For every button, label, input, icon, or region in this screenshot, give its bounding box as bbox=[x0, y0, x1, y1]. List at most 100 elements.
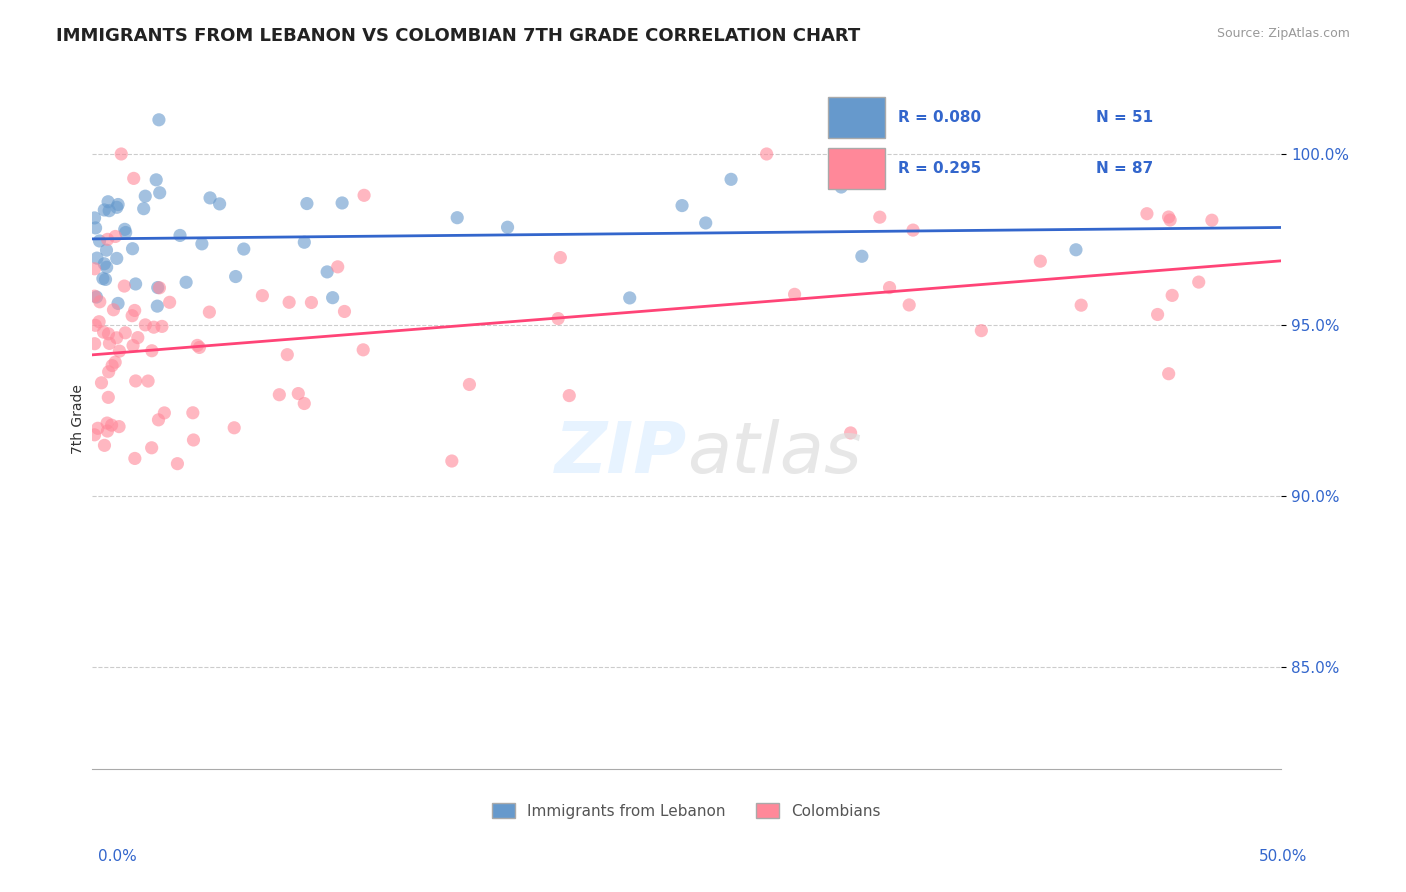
Point bbox=[186, 338, 208, 352]
Point bbox=[84, 220, 107, 235]
Point bbox=[224, 421, 246, 435]
Point bbox=[103, 302, 125, 317]
Point bbox=[141, 343, 163, 358]
Text: atlas: atlas bbox=[686, 419, 862, 489]
Point bbox=[330, 196, 353, 211]
Point bbox=[121, 309, 143, 323]
Point bbox=[97, 232, 120, 246]
Point bbox=[269, 388, 291, 402]
Point bbox=[83, 336, 105, 351]
Point bbox=[169, 228, 191, 243]
Point bbox=[108, 344, 131, 359]
Point bbox=[96, 416, 118, 430]
Point bbox=[122, 171, 145, 186]
Point bbox=[299, 295, 322, 310]
Point bbox=[114, 226, 136, 240]
Point bbox=[150, 319, 173, 334]
Point bbox=[148, 413, 170, 427]
Point bbox=[105, 331, 128, 345]
Text: 50.0%: 50.0% bbox=[1260, 849, 1308, 863]
Point bbox=[148, 281, 170, 295]
Point bbox=[98, 336, 121, 351]
Point bbox=[96, 424, 118, 438]
Point bbox=[830, 180, 852, 194]
Point bbox=[547, 311, 569, 326]
Point bbox=[1188, 275, 1211, 289]
Point bbox=[159, 295, 181, 310]
Point bbox=[84, 318, 107, 333]
Point bbox=[153, 406, 176, 420]
Point bbox=[127, 330, 149, 344]
Point bbox=[292, 235, 315, 250]
Point bbox=[108, 419, 131, 434]
Point bbox=[145, 173, 167, 187]
Point bbox=[105, 252, 128, 266]
Point bbox=[1157, 367, 1180, 381]
Point bbox=[89, 294, 111, 309]
Point bbox=[91, 271, 114, 285]
Point bbox=[122, 338, 145, 352]
Point bbox=[107, 197, 129, 211]
Point bbox=[87, 421, 110, 435]
Point bbox=[1146, 308, 1168, 322]
Point bbox=[132, 202, 155, 216]
Point bbox=[322, 291, 344, 305]
Point bbox=[104, 355, 127, 369]
Text: 0.0%: 0.0% bbox=[98, 849, 138, 863]
Point bbox=[1201, 213, 1223, 227]
Point bbox=[114, 326, 136, 340]
Point bbox=[124, 451, 146, 466]
Point bbox=[146, 299, 169, 313]
Point bbox=[87, 315, 110, 329]
Point bbox=[148, 112, 170, 127]
Point bbox=[901, 223, 924, 237]
Point bbox=[136, 374, 159, 388]
Point bbox=[104, 229, 127, 244]
Point bbox=[326, 260, 349, 274]
Point bbox=[93, 325, 115, 339]
Point bbox=[695, 216, 717, 230]
Legend: Immigrants from Lebanon, Colombians: Immigrants from Lebanon, Colombians bbox=[486, 797, 887, 825]
Point bbox=[898, 298, 921, 312]
Point bbox=[90, 376, 112, 390]
Point bbox=[101, 359, 124, 373]
Point bbox=[121, 242, 143, 256]
Point bbox=[352, 343, 374, 357]
Point bbox=[100, 418, 122, 433]
Point bbox=[278, 295, 301, 310]
Point bbox=[83, 211, 105, 225]
Point bbox=[98, 203, 121, 218]
Point bbox=[191, 236, 214, 251]
Point bbox=[1064, 243, 1087, 257]
Point bbox=[124, 374, 146, 388]
Point bbox=[869, 210, 891, 224]
Point bbox=[558, 388, 581, 402]
Text: ZIP: ZIP bbox=[554, 419, 686, 489]
Point bbox=[97, 326, 120, 341]
Point bbox=[208, 197, 231, 211]
Point bbox=[93, 257, 115, 271]
Point bbox=[183, 433, 205, 447]
Point bbox=[252, 288, 274, 302]
Point bbox=[97, 194, 120, 209]
Point bbox=[97, 365, 120, 379]
Point bbox=[124, 277, 146, 291]
Point bbox=[1157, 210, 1180, 224]
Point bbox=[276, 348, 298, 362]
Point bbox=[353, 188, 375, 202]
Point bbox=[174, 275, 197, 289]
Point bbox=[83, 289, 105, 303]
Point bbox=[292, 396, 315, 410]
Point bbox=[141, 441, 163, 455]
Point bbox=[198, 305, 221, 319]
Point bbox=[287, 386, 309, 401]
Point bbox=[970, 324, 993, 338]
Point bbox=[1029, 254, 1052, 268]
Point bbox=[550, 251, 572, 265]
Point bbox=[1070, 298, 1092, 312]
Point bbox=[146, 280, 169, 294]
Point bbox=[198, 191, 221, 205]
Point bbox=[333, 304, 356, 318]
Point bbox=[94, 272, 117, 286]
Point bbox=[134, 318, 156, 332]
